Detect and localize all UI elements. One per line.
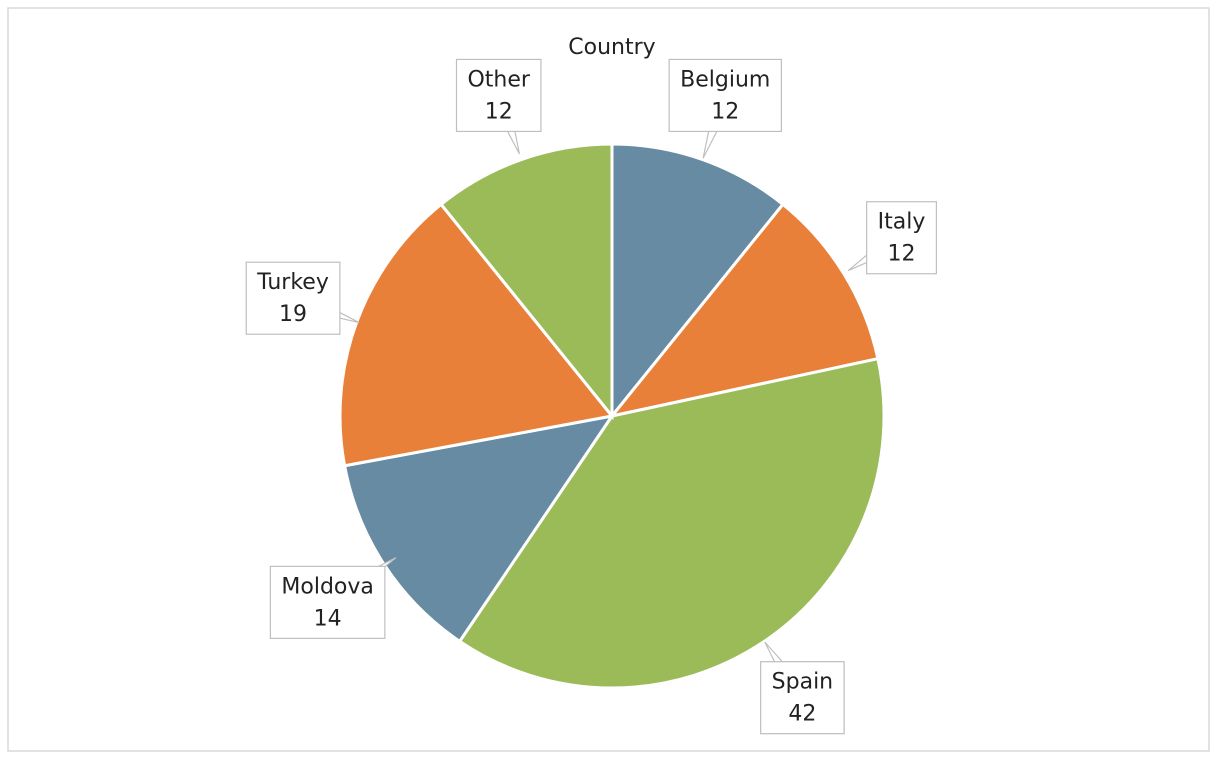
data-label: Turkey 19: [256, 270, 329, 327]
label-value: 12: [711, 99, 739, 124]
label-value: 12: [888, 242, 916, 267]
label-box: [455, 58, 542, 133]
label-value: 42: [788, 702, 816, 727]
data-label: Spain 42: [772, 670, 833, 727]
chart-title: Country: [568, 35, 655, 60]
label-box: [245, 261, 341, 335]
pie-slice: [457, 356, 886, 690]
label-value: 19: [279, 302, 307, 327]
label-value: 12: [485, 99, 513, 124]
label-name: Other: [467, 67, 530, 92]
data-label: Italy 12: [878, 210, 926, 267]
label-box: [269, 565, 386, 639]
label-name: Italy: [878, 210, 926, 235]
pie-slice: [439, 142, 614, 421]
pie-slice: [610, 142, 785, 421]
label-box: [668, 58, 782, 133]
label-name: Spain: [772, 670, 833, 695]
data-label: Other 12: [467, 67, 530, 124]
label-name: Belgium: [680, 67, 770, 92]
data-label: Belgium 12: [680, 67, 770, 124]
pie-slice: [608, 202, 880, 419]
data-label: Moldova 14: [281, 574, 373, 631]
label-box: [760, 661, 845, 735]
label-name: Moldova: [281, 574, 373, 599]
label-name: Turkey: [256, 270, 329, 295]
label-value: 14: [314, 606, 342, 631]
label-box: [866, 201, 937, 275]
